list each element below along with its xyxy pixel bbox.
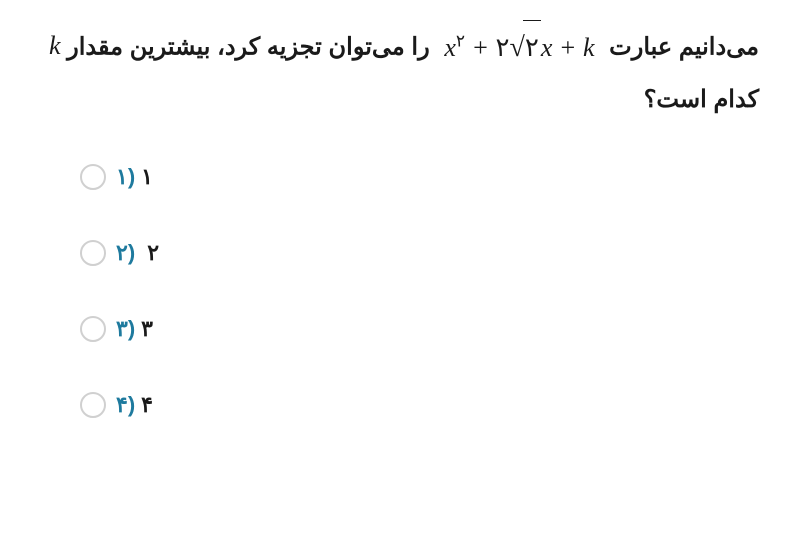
option-value: ۲: [147, 240, 159, 266]
question-text: می‌دانیم عبارت x۲ + ۲√۲x + k را می‌توان …: [40, 20, 759, 124]
option-2[interactable]: ۲ (۲: [80, 240, 159, 266]
option-value: ۴: [141, 392, 153, 418]
math-plus1: +: [471, 33, 495, 62]
radio-icon[interactable]: [80, 164, 106, 190]
question-part2: را می‌توان تجزیه کرد، بیشترین مقدار: [67, 33, 430, 60]
radio-icon[interactable]: [80, 316, 106, 342]
sqrt-radicand: ۲: [523, 20, 541, 73]
question-part3: کدام است؟: [644, 86, 759, 113]
question-part1: می‌دانیم عبارت: [609, 33, 759, 60]
option-value: ۱: [141, 164, 153, 190]
math-coef: ۲: [496, 32, 510, 62]
option-1[interactable]: ۱ (۱: [80, 164, 153, 190]
options-list: ۱ (۱ ۲ (۲ ۳ (۳ ۴ (۴: [40, 164, 759, 418]
math-expression: x۲ + ۲√۲x + k: [444, 20, 594, 76]
option-number: (۱: [116, 164, 135, 190]
option-number: (۳: [116, 316, 135, 342]
math-var-k: k: [49, 20, 61, 72]
math-k: k: [583, 33, 595, 62]
option-3[interactable]: ۳ (۳: [80, 316, 153, 342]
option-4[interactable]: ۴ (۴: [80, 392, 153, 418]
option-value: ۳: [141, 316, 153, 342]
math-x-term: x: [541, 33, 553, 62]
radio-icon[interactable]: [80, 392, 106, 418]
option-number: (۲: [116, 240, 141, 266]
radio-icon[interactable]: [80, 240, 106, 266]
sqrt-wrap: √۲: [510, 20, 541, 76]
math-exp: ۲: [456, 31, 465, 50]
option-number: (۴: [116, 392, 135, 418]
math-plus2: +: [559, 33, 583, 62]
math-x: x: [444, 33, 456, 62]
